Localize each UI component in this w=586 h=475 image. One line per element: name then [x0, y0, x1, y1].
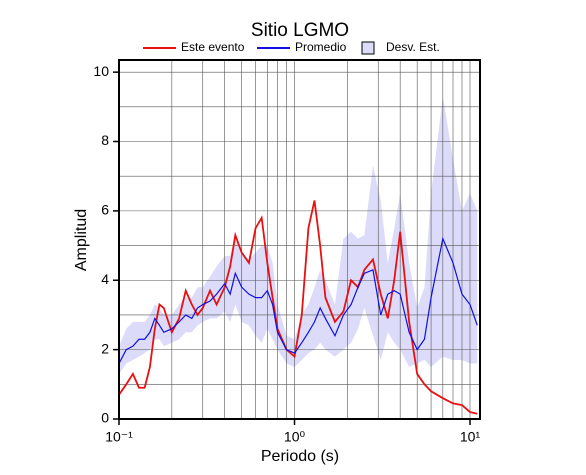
y-tick-label: 0	[101, 410, 109, 426]
y-tick-label: 8	[101, 132, 109, 148]
x-tick-label: 10¹	[460, 429, 481, 445]
x-axis-label: Periodo (s)	[261, 448, 339, 465]
chart-title: Sitio LGMO	[251, 20, 349, 41]
legend-swatch	[361, 41, 375, 55]
legend-label: Promedio	[295, 40, 347, 54]
x-tick-label: 10⁻¹	[105, 429, 133, 445]
y-tick-label: 10	[93, 63, 109, 79]
legend-label: Desv. Est.	[386, 40, 440, 54]
x-tick-label: 10⁰	[284, 429, 306, 445]
std-band	[119, 96, 478, 374]
y-tick-label: 4	[101, 271, 109, 287]
y-tick-label: 2	[101, 340, 109, 356]
y-axis-label: Amplitud	[73, 209, 90, 271]
y-tick-label: 6	[101, 202, 109, 218]
series-line	[118, 200, 478, 415]
series-line	[118, 236, 478, 364]
legend-label: Este evento	[181, 40, 245, 54]
plot-frame	[118, 59, 481, 420]
